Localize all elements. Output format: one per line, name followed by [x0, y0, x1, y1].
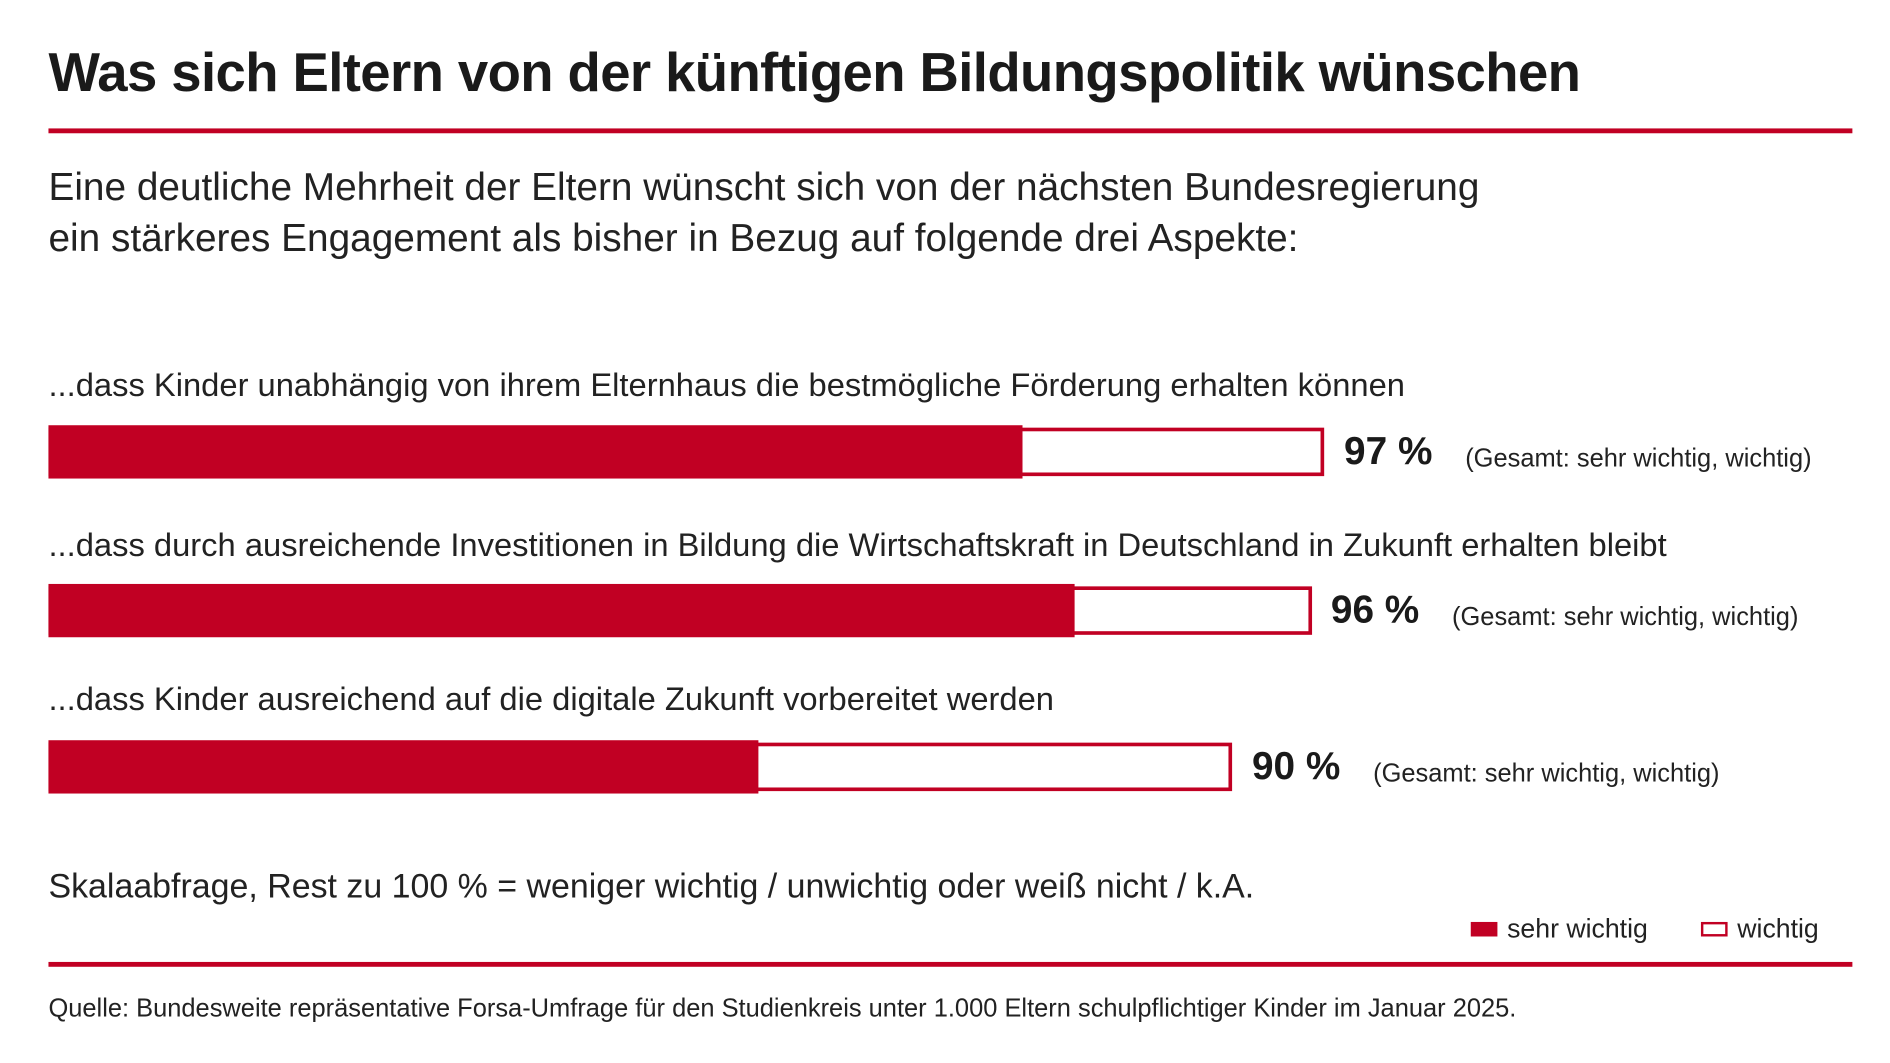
category-label: ...dass durch ausreichende Investitionen…	[48, 527, 1667, 564]
bar-segment-sehr-wichtig	[48, 740, 759, 794]
total-note: (Gesamt: sehr wichtig, wichtig)	[1452, 603, 1799, 632]
total-note: (Gesamt: sehr wichtig, wichtig)	[1373, 759, 1720, 788]
stacked-bar	[48, 425, 1325, 479]
total-note: (Gesamt: sehr wichtig, wichtig)	[1465, 444, 1812, 473]
chart-subtitle: Eine deutliche Mehrheit der Eltern wünsc…	[48, 161, 1479, 263]
stacked-bar	[48, 583, 1312, 638]
stacked-bar	[48, 740, 1233, 794]
total-label: 96 %	[1330, 587, 1420, 632]
subtitle-line: Eine deutliche Mehrheit der Eltern wünsc…	[48, 164, 1480, 209]
category-label: ...dass Kinder unabhängig von ihrem Elte…	[48, 367, 1405, 404]
legend-label: sehr wichtig	[1507, 913, 1648, 944]
legend-item-wichtig: wichtig	[1700, 913, 1819, 944]
top-divider	[48, 128, 1853, 134]
legend-swatch-filled	[1470, 921, 1498, 937]
total-label: 97 %	[1344, 428, 1433, 473]
chart-title: Was sich Eltern von der künftigen Bildun…	[48, 41, 1581, 103]
scale-note: Skalaabfrage, Rest zu 100 % = weniger wi…	[48, 867, 1255, 905]
total-label: 90 %	[1251, 743, 1341, 788]
bottom-divider	[48, 961, 1853, 967]
legend-swatch-outline	[1700, 921, 1728, 937]
bar-segment-sehr-wichtig	[48, 583, 1075, 638]
category-label: ...dass Kinder ausreichend auf die digit…	[48, 680, 1055, 718]
bar-segment-sehr-wichtig	[48, 425, 1023, 479]
legend-item-sehr-wichtig: sehr wichtig	[1470, 913, 1648, 944]
subtitle-line: ein stärkeres Engagement als bisher in B…	[48, 215, 1299, 260]
source-note: Quelle: Bundesweite repräsentative Forsa…	[48, 994, 1517, 1023]
legend-label: wichtig	[1737, 913, 1819, 944]
